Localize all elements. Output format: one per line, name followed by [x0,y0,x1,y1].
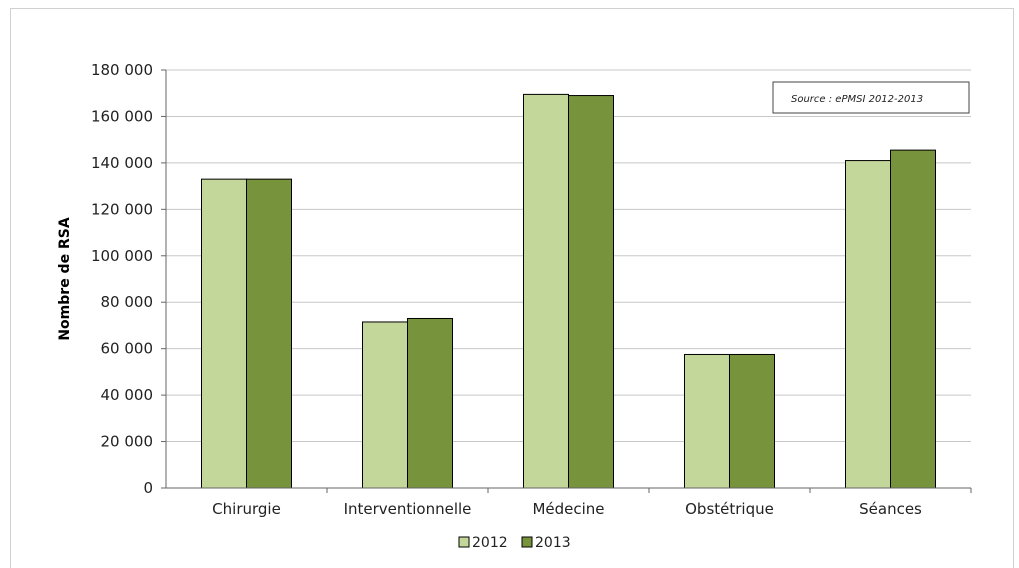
legend-swatch-2013 [521,536,533,548]
y-tick-label: 120 000 [91,200,153,218]
x-category-labels: Chirurgie Interventionnelle Médecine Obstét… [212,500,922,518]
y-tick-label: 60 000 [101,340,154,358]
y-tick-label: 20 000 [101,433,154,451]
bar-2012-chirurgie [201,178,247,489]
y-tick-labels: 0 20 000 40 000 60 000 80 000 100 000 120 000 1… [91,61,153,497]
y-tick-label: 80 000 [101,293,154,311]
axes [165,70,971,489]
legend-label-2013: 2013 [535,535,571,551]
source-text: Source : ePMSI 2012-2013 [791,94,923,105]
y-axis-title: Nombre de RSA [57,217,73,340]
legend-swatch-2012 [458,536,470,548]
x-category-label: Obstétrique [685,500,774,518]
bar-2012-interventionnelle [362,321,408,489]
y-tick-label: 160 000 [91,107,153,125]
bar-2013-interventionnelle [407,317,453,489]
chart-frame: 0 20 000 40 000 60 000 80 000 100 000 120 000 1… [10,8,1014,568]
y-tick-label: 100 000 [91,247,153,265]
bar-2013-médecine [568,95,614,489]
legend: 2012 2013 [458,535,571,551]
bar-chart: 0 20 000 40 000 60 000 80 000 100 000 120 000 1… [57,61,972,551]
x-category-label: Médecine [532,500,604,518]
x-category-label: Chirurgie [212,500,281,518]
bar-2013-chirurgie [246,178,292,489]
y-tick-label: 140 000 [91,154,153,172]
bar-2012-séances [845,160,891,489]
bar-2013-séances [890,149,936,489]
source-box-border [772,81,970,114]
bars [201,93,936,489]
bar-2013-obstétrique [729,353,775,489]
bar-2012-obstétrique [684,353,730,489]
y-tick-label: 0 [143,479,153,497]
legend-label-2012: 2012 [472,535,508,551]
y-tick-label: 180 000 [91,61,153,79]
y-tick-label: 40 000 [101,386,154,404]
x-category-label: Interventionnelle [344,500,472,518]
source-annotation: Source : ePMSI 2012-2013 [772,81,970,114]
bar-2012-médecine [523,93,569,489]
x-category-label: Séances [859,500,922,518]
